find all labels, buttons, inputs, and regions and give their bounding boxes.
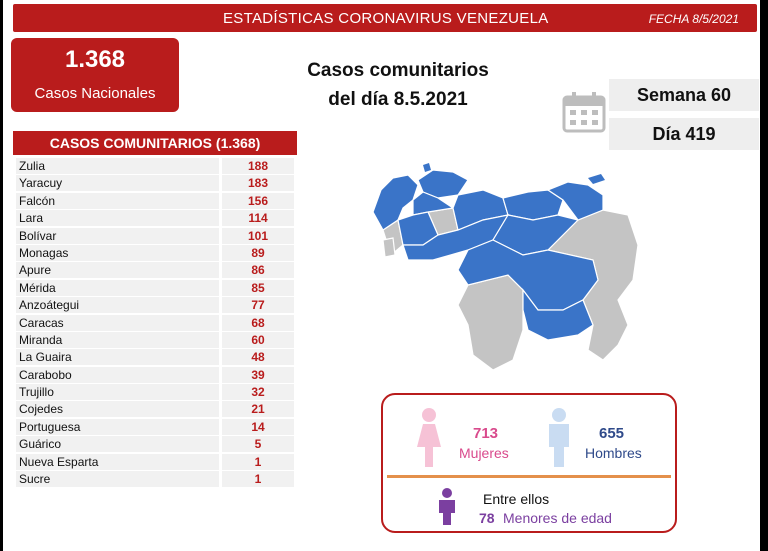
state-name: Zulia — [16, 158, 219, 174]
male-icon — [549, 408, 569, 467]
list-item: Portuguesa 14 — [13, 418, 297, 436]
minors-label: Menores de edad — [503, 510, 612, 526]
state-cases: 21 — [222, 401, 294, 418]
list-item: Anzoátegui 77 — [13, 297, 297, 314]
state-name: Mérida — [16, 279, 219, 296]
state-cases: 86 — [222, 262, 294, 279]
state-cases: 68 — [222, 314, 294, 331]
state-name: Yaracuy — [16, 175, 219, 192]
header-banner: ESTADÍSTICAS CORONAVIRUS VENEZUELA FECHA… — [13, 4, 757, 32]
community-cases-list: Zulia 188 Yaracuy 183 Falcón 156 Lara 114 Bolíva… — [13, 158, 297, 488]
women-count: 713 — [473, 425, 499, 442]
female-icon — [417, 408, 441, 467]
venezuela-map — [372, 163, 639, 371]
state-cases: 114 — [222, 210, 294, 227]
header-date: FECHA 8/5/2021 — [648, 12, 739, 26]
list-item: Monagas 89 — [13, 244, 297, 262]
state-name: Caracas — [16, 314, 219, 331]
state-name: Nueva Esparta — [16, 453, 219, 470]
state-name: Cojedes — [16, 401, 219, 418]
state-cases: 156 — [222, 192, 294, 209]
list-item: Lara 114 — [13, 210, 297, 227]
child-icon — [439, 488, 455, 525]
state-name: Lara — [16, 210, 219, 227]
minors-count: 78 — [479, 510, 495, 526]
list-item: Cojedes 21 — [13, 401, 297, 418]
state-cases: 188 — [222, 158, 294, 174]
state-name: Anzoátegui — [16, 297, 219, 314]
national-cases-label: Casos Nacionales — [34, 85, 156, 102]
header-title: ESTADÍSTICAS CORONAVIRUS VENEZUELA — [223, 10, 549, 27]
list-item: Bolívar 101 — [13, 227, 297, 245]
list-item: Trujillo 32 — [13, 384, 297, 401]
list-item: Zulia 188 — [13, 158, 297, 175]
list-item: Mérida 85 — [13, 279, 297, 297]
state-name: Guárico — [16, 436, 219, 453]
state-name: La Guaira — [16, 349, 219, 366]
men-count: 655 — [599, 425, 625, 442]
state-cases: 39 — [222, 366, 294, 383]
state-cases: 5 — [222, 436, 294, 453]
state-cases: 1 — [222, 453, 294, 470]
state-name: Carabobo — [16, 366, 219, 383]
men-label: Hombres — [585, 445, 642, 461]
state-cases: 77 — [222, 297, 294, 314]
list-item: Sucre 1 — [13, 471, 297, 488]
top-bar: ESTADÍSTICAS CORONAVIRUS VENEZUELA FECHA… — [3, 0, 760, 35]
national-cases-card: 1.368 Casos Nacionales — [11, 38, 179, 112]
state-cases: 89 — [222, 244, 294, 261]
page-title: Casos comunitarios del día 8.5.2021 — [248, 56, 548, 114]
state-name: Falcón — [16, 192, 219, 209]
list-item: Caracas 68 — [13, 314, 297, 332]
state-name: Apure — [16, 262, 219, 279]
title-line-1: Casos comunitarios — [307, 60, 489, 81]
state-name: Monagas — [16, 244, 219, 261]
gender-breakdown-panel: 713 Mujeres 655 Hombres Entre ellos 78 M… — [381, 393, 677, 533]
state-name: Bolívar — [16, 227, 219, 244]
national-cases-value: 1.368 — [64, 46, 126, 73]
list-item: Yaracuy 183 — [13, 175, 297, 192]
minors-intro: Entre ellos — [483, 491, 550, 507]
state-cases: 1 — [222, 471, 294, 488]
state-cases: 14 — [222, 418, 294, 435]
list-item: Guárico 5 — [13, 436, 297, 453]
state-cases: 183 — [222, 175, 294, 192]
state-cases: 101 — [222, 227, 294, 244]
calendar-icon — [562, 92, 606, 133]
list-item: Falcón 156 — [13, 192, 297, 210]
state-name: Portuguesa — [16, 418, 219, 435]
list-item: Nueva Esparta 1 — [13, 453, 297, 471]
state-name: Trujillo — [16, 384, 219, 401]
infographic: ESTADÍSTICAS CORONAVIRUS VENEZUELA FECHA… — [3, 0, 760, 551]
list-item: La Guaira 48 — [13, 349, 297, 366]
day-badge: Día 419 — [609, 118, 759, 150]
list-item: Apure 86 — [13, 262, 297, 279]
list-item: Miranda 60 — [13, 331, 297, 349]
state-cases: 85 — [222, 279, 294, 296]
week-badge: Semana 60 — [609, 79, 759, 111]
community-cases-header: CASOS COMUNITARIOS (1.368) — [13, 131, 297, 155]
state-name: Sucre — [16, 471, 219, 488]
state-name: Miranda — [16, 331, 219, 348]
women-label: Mujeres — [459, 445, 509, 461]
panel-divider — [387, 475, 671, 478]
title-line-2: del día 8.5.2021 — [328, 89, 468, 110]
state-cases: 32 — [222, 384, 294, 401]
state-cases: 60 — [222, 331, 294, 348]
list-item: Carabobo 39 — [13, 366, 297, 384]
state-cases: 48 — [222, 349, 294, 366]
